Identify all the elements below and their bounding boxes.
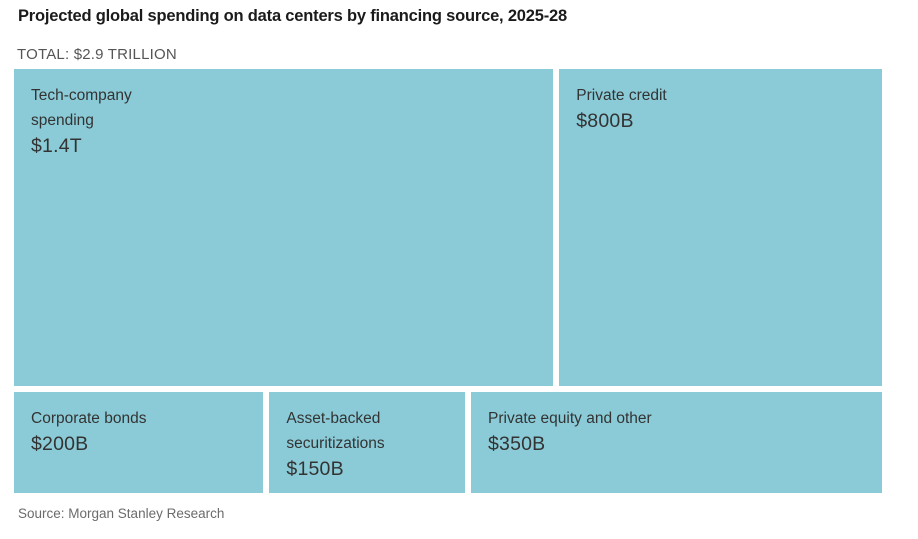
page-title: Projected global spending on data center… bbox=[18, 7, 567, 25]
source-note: Source: Morgan Stanley Research bbox=[18, 506, 225, 521]
block-label: Asset-backed securitizations bbox=[286, 410, 385, 453]
block-value: $800B bbox=[576, 110, 634, 132]
treemap-block-private-equity-and-other: Private equity and other $350B bbox=[471, 392, 882, 493]
block-value: $150B bbox=[286, 458, 344, 481]
treemap-block-private-credit: Private credit $800B bbox=[559, 69, 882, 387]
treemap: Tech-company spending $1.4T Private cred… bbox=[14, 69, 882, 493]
block-label: Private credit bbox=[576, 87, 667, 104]
block-value: $200B bbox=[31, 433, 89, 456]
block-label: Tech-company spending bbox=[31, 87, 132, 129]
block-label: Corporate bonds bbox=[31, 410, 147, 428]
treemap-row: Tech-company spending $1.4T Private cred… bbox=[14, 69, 882, 387]
total-label: TOTAL: $2.9 TRILLION bbox=[17, 46, 177, 63]
block-value: $1.4T bbox=[31, 135, 82, 157]
treemap-row: Corporate bonds $200B Asset-backed secur… bbox=[14, 392, 882, 493]
treemap-block-tech-company-spending: Tech-company spending $1.4T bbox=[14, 69, 554, 387]
block-value: $350B bbox=[488, 433, 546, 456]
treemap-block-corporate-bonds: Corporate bonds $200B bbox=[14, 392, 264, 493]
treemap-block-asset-backed-securitizations: Asset-backed securitizations $150B bbox=[269, 392, 465, 493]
block-label: Private equity and other bbox=[488, 410, 652, 428]
